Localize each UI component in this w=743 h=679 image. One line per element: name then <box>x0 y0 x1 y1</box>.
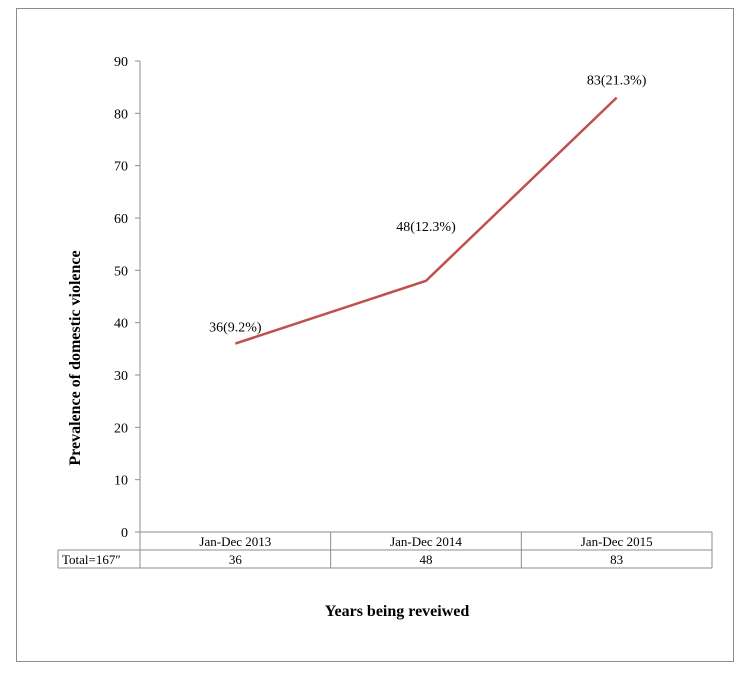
x-category-label: Jan-Dec 2013 <box>199 534 271 549</box>
y-tick-label: 40 <box>114 317 128 332</box>
y-tick-label: 0 <box>121 526 128 541</box>
x-category-label: Jan-Dec 2014 <box>390 534 462 549</box>
y-tick-label: 10 <box>114 474 128 489</box>
y-tick-label: 90 <box>114 55 128 70</box>
table-value-cell: 83 <box>610 552 623 567</box>
x-category-label: Jan-Dec 2015 <box>581 534 653 549</box>
data-label: 36(9.2%) <box>209 321 262 336</box>
series-line <box>234 96 618 345</box>
axes <box>139 61 712 533</box>
data-labels: 36(9.2%) 48(12.3%) 83(21.3%) <box>209 74 647 336</box>
x-axis-title: Years being reveiwed <box>325 603 470 620</box>
y-tick-label: 60 <box>114 212 128 227</box>
table-value-cell: 36 <box>229 552 243 567</box>
y-tick-label: 20 <box>114 421 128 436</box>
chart-frame <box>16 8 734 662</box>
series-group <box>234 96 618 345</box>
table-value-cell: 48 <box>420 552 433 567</box>
y-tick-label: 80 <box>114 107 128 122</box>
data-table: Jan-Dec 2013 Jan-Dec 2014 Jan-Dec 2015 Tota… <box>57 532 713 569</box>
y-tick-label: 30 <box>114 369 128 384</box>
y-axis-ticks: 0 10 20 30 40 50 60 70 80 90 <box>114 55 140 541</box>
data-label: 48(12.3%) <box>396 220 456 235</box>
data-label: 83(21.3%) <box>587 74 647 89</box>
table-row-label: Total=167″ <box>62 552 121 567</box>
y-axis-title: Prevalence of domestic violence <box>67 250 84 465</box>
y-tick-label: 50 <box>114 264 128 279</box>
y-tick-label: 70 <box>114 160 128 175</box>
